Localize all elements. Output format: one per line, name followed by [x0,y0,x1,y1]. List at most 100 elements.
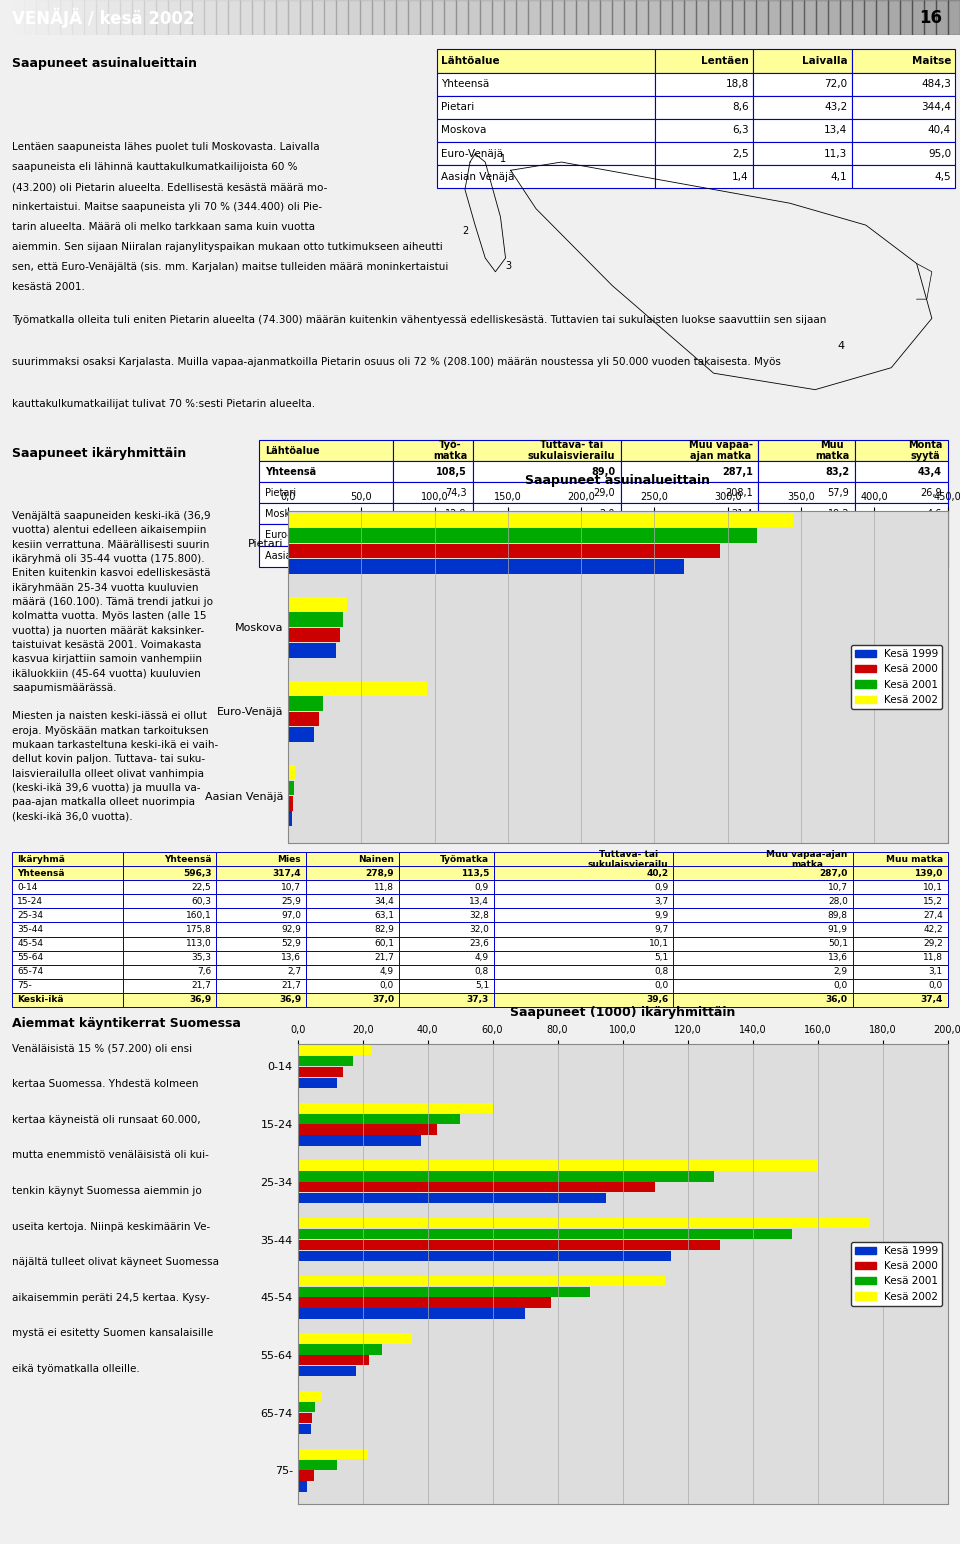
Text: 0,0: 0,0 [654,980,668,990]
Bar [758,503,854,525]
Text: 28,0: 28,0 [828,897,848,906]
Bar [753,165,852,188]
Bar [12,937,123,951]
Text: 484,3: 484,3 [922,79,951,90]
Text: 43,2: 43,2 [824,102,848,113]
Bar [298,1113,460,1124]
Text: ikäryhmä oli 35-44 vuotta (175.800).: ikäryhmä oli 35-44 vuotta (175.800). [12,554,205,564]
Bar [444,0,457,36]
Bar [24,0,36,36]
Text: 89,0: 89,0 [591,466,615,477]
Bar [612,0,624,36]
Bar [216,852,306,866]
Bar [123,937,216,951]
Bar [216,993,306,1007]
Text: 0,8: 0,8 [475,967,489,976]
Bar [180,0,192,36]
Text: 113,0: 113,0 [185,939,211,948]
Bar [398,880,493,894]
Bar [620,482,758,503]
Text: 32,8: 32,8 [469,911,489,920]
Bar [259,525,394,545]
Bar [493,880,673,894]
Bar [298,1056,353,1067]
Text: 1,2: 1,2 [451,551,468,560]
Bar [912,0,924,36]
Text: 108,5: 108,5 [436,466,468,477]
Bar [696,0,708,36]
Text: eroja. Myöskään matkan tarkoituksen: eroja. Myöskään matkan tarkoituksen [12,726,209,736]
Bar [854,545,948,567]
Bar [123,908,216,922]
Bar [298,1229,792,1240]
Bar [398,922,493,937]
Text: 21,7: 21,7 [192,980,211,990]
Text: sen, että Euro-Venäjältä (sis. mm. Karjalan) maitse tulleiden määrä moninkertais: sen, että Euro-Venäjältä (sis. mm. Karja… [12,262,449,272]
Bar [854,525,948,545]
Bar [854,503,948,525]
Bar [360,0,372,36]
Text: 11,3: 11,3 [824,148,848,159]
Text: 92,9: 92,9 [281,925,301,934]
Bar [306,993,398,1007]
Bar [298,1067,343,1078]
Text: 0,1: 0,1 [600,551,615,560]
Bar [758,482,854,503]
Text: 18,8: 18,8 [726,79,749,90]
Text: Keski-ikä: Keski-ikä [17,996,63,1004]
Text: 36,9: 36,9 [279,996,301,1004]
Bar [936,0,948,36]
Text: 139,0: 139,0 [915,869,943,879]
Text: mystä ei esitetty Suomen kansalaisille: mystä ei esitetty Suomen kansalaisille [12,1328,214,1339]
Text: Tuttava- tai
sukulaisvierailu: Tuttava- tai sukulaisvierailu [528,440,615,462]
Bar [673,866,852,880]
Bar [673,993,852,1007]
Text: 0,0: 0,0 [380,980,394,990]
Bar [123,922,216,937]
Text: Ikäryhmä: Ikäryhmä [17,855,65,863]
Title: Saapuneet asuinalueittain: Saapuneet asuinalueittain [525,474,710,486]
Bar [259,482,394,503]
Text: (43.200) oli Pietarin alueelta. Edellisestä kesästä määrä mo-: (43.200) oli Pietarin alueelta. Edellise… [12,182,328,191]
Text: 175,8: 175,8 [185,925,211,934]
Bar [298,1161,818,1170]
Text: saapuneista eli lähinnä kauttakulkumatkailijoista 60 %: saapuneista eli lähinnä kauttakulkumatka… [12,162,298,171]
Text: 16: 16 [919,9,942,26]
Bar [472,545,620,567]
Bar [758,525,854,545]
Bar [336,0,348,36]
Text: Moskova: Moskova [265,510,307,519]
Text: 0,8: 0,8 [654,967,668,976]
Bar [132,0,145,36]
Text: 0,9: 0,9 [475,883,489,892]
Text: 34,4: 34,4 [374,897,394,906]
Text: 15-24: 15-24 [17,897,43,906]
Bar [120,0,132,36]
Bar [123,979,216,993]
Bar [259,503,394,525]
Bar [252,0,265,36]
Text: 0,0: 0,0 [833,980,848,990]
Bar [192,0,204,36]
Bar [48,0,60,36]
Text: ikäryhmään 25-34 vuotta kuuluvien: ikäryhmään 25-34 vuotta kuuluvien [12,582,199,593]
Text: Lähtöalue: Lähtöalue [441,56,499,66]
Bar [620,525,758,545]
Text: Aiemmat käyntikerrat Suomessa: Aiemmat käyntikerrat Suomessa [12,1017,241,1030]
Bar [852,49,955,73]
Bar [672,0,684,36]
Bar [673,880,852,894]
Bar [216,937,306,951]
Text: Yhteensä: Yhteensä [265,466,316,477]
Text: 12,9: 12,9 [445,510,468,519]
Bar [564,0,576,36]
Text: 15,2: 15,2 [923,897,943,906]
Text: 4,5: 4,5 [934,171,951,182]
Text: Muu
matka: Muu matka [815,440,849,462]
Bar [298,1240,720,1251]
Bar [306,894,398,908]
Bar [437,165,655,188]
Bar [924,0,937,36]
Bar [216,922,306,937]
Text: Mies: Mies [277,855,301,863]
